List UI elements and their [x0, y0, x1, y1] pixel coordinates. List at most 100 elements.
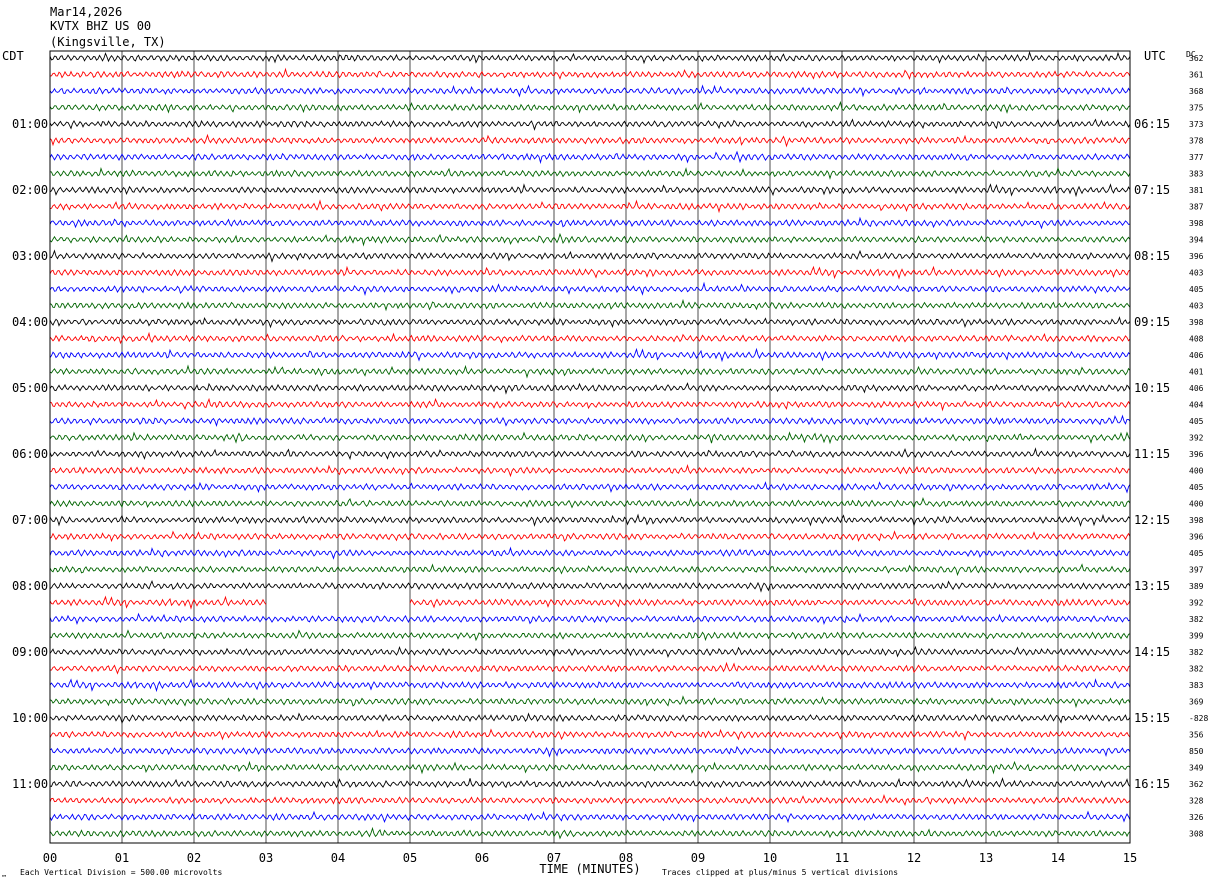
seismic-trace — [49, 513, 1131, 528]
x-tick-label: 07 — [547, 851, 561, 865]
dc-offset-label: 398 — [1189, 516, 1204, 525]
dc-offset-label: 308 — [1189, 830, 1204, 839]
left-hour-label: 02:00 — [12, 183, 48, 197]
seismic-trace — [49, 298, 1131, 312]
seismic-trace — [49, 629, 1131, 642]
seismic-trace — [49, 216, 1131, 230]
footer-mark: ™ — [2, 874, 6, 882]
dc-offset-label: 399 — [1189, 632, 1204, 641]
seismic-trace — [49, 249, 1131, 263]
x-tick-label: 02 — [187, 851, 201, 865]
left-timezone-label: CDT — [2, 49, 24, 63]
dc-offset-label: 401 — [1189, 368, 1204, 377]
dc-offset-label: 368 — [1189, 87, 1204, 96]
left-hour-label: 09:00 — [12, 645, 48, 659]
x-tick-label: 15 — [1123, 851, 1137, 865]
seismic-trace — [50, 661, 1131, 675]
seismic-trace — [49, 414, 1131, 427]
x-tick-label: 06 — [475, 851, 489, 865]
seismic-trace — [49, 497, 1131, 509]
right-hour-label: 09:15 — [1134, 315, 1170, 329]
minute-grid — [121, 51, 1059, 843]
x-tick-label: 09 — [691, 851, 705, 865]
seismic-trace — [49, 364, 1131, 379]
x-tick-label: 10 — [763, 851, 777, 865]
dc-offset-label: -828 — [1189, 714, 1208, 723]
seismic-trace — [49, 546, 1131, 560]
dc-offset-label: 361 — [1189, 71, 1204, 80]
seismic-trace — [49, 777, 1131, 789]
left-hour-label: 08:00 — [12, 579, 48, 593]
seismic-trace — [49, 100, 1131, 114]
seismic-trace — [49, 50, 1131, 65]
dc-offset-label: 349 — [1189, 764, 1204, 773]
dc-offset-label: 398 — [1189, 219, 1204, 228]
dc-offset-label: 405 — [1189, 417, 1204, 426]
seismic-trace — [49, 265, 1131, 280]
seismic-trace — [49, 595, 1131, 610]
dc-offset-label: 405 — [1189, 549, 1204, 558]
right-hour-labels: 06:15 07:15 08:15 09:15 10:15 11:15 12:15 13:15… — [1134, 117, 1170, 791]
left-hour-label: 05:00 — [12, 381, 48, 395]
dc-offset-header: DC — [1186, 50, 1196, 59]
title-location: (Kingsville, TX) — [50, 35, 166, 49]
dc-offset-label: 396 — [1189, 252, 1204, 261]
dc-offset-label: 396 — [1189, 450, 1204, 459]
seismic-trace — [49, 347, 1131, 363]
dc-offset-label: 378 — [1189, 137, 1204, 146]
seismic-trace — [49, 464, 1131, 478]
seismic-trace — [49, 678, 1131, 693]
dc-offset-label: 383 — [1189, 681, 1204, 690]
seismic-trace — [49, 431, 1131, 445]
dc-offset-label: 396 — [1189, 533, 1204, 542]
dc-offset-label: 389 — [1189, 582, 1204, 591]
title-date: Mar14,2026 — [50, 5, 122, 19]
left-hour-label: 11:00 — [12, 777, 48, 791]
dc-offset-label: 400 — [1189, 500, 1204, 509]
dc-offset-label: 394 — [1189, 236, 1204, 245]
seismic-trace — [49, 118, 1131, 131]
title-station: KVTX BHZ US 00 — [50, 19, 151, 33]
plot-frame — [49, 50, 1131, 844]
seismic-trace — [49, 84, 1131, 98]
seismic-trace — [49, 133, 1131, 148]
dc-offset-label: 328 — [1189, 797, 1204, 806]
seismic-trace — [49, 728, 1131, 742]
dc-offset-label: 405 — [1189, 285, 1204, 294]
dc-offset-label: 382 — [1189, 665, 1204, 674]
seismic-trace — [49, 563, 1131, 577]
dc-offset-labels: 362 361 368 375 373 378 377 383 381 387 398 394 396 4… — [1189, 54, 1208, 839]
right-hour-label: 06:15 — [1134, 117, 1170, 131]
seismic-trace — [49, 382, 1131, 395]
footer-scale-note: Each Vertical Division = 500.00 microvol… — [20, 868, 222, 877]
seismic-trace — [49, 397, 1131, 412]
seismic-trace — [49, 712, 1131, 724]
dc-offset-label: 326 — [1189, 813, 1204, 822]
dc-offset-label: 405 — [1189, 483, 1204, 492]
left-hour-label: 03:00 — [12, 249, 48, 263]
dc-offset-label: 404 — [1189, 401, 1204, 410]
seismic-trace — [49, 579, 1131, 593]
dc-offset-label: 398 — [1189, 318, 1204, 327]
seismic-trace — [49, 183, 1131, 198]
dc-offset-label: 369 — [1189, 698, 1204, 707]
seismic-trace — [49, 794, 1131, 807]
x-axis-label: TIME (MINUTES) — [539, 862, 640, 876]
dc-offset-label: 377 — [1189, 153, 1204, 162]
seismic-trace — [49, 67, 1131, 80]
dc-offset-label: 403 — [1189, 302, 1204, 311]
left-hour-labels: 01:00 02:00 03:00 04:00 05:00 06:00 07:00 08:00… — [12, 117, 48, 791]
seismic-trace — [49, 645, 1131, 659]
seismic-trace — [49, 150, 1131, 165]
right-hour-label: 14:15 — [1134, 645, 1170, 659]
seismic-trace — [49, 695, 1131, 709]
dc-offset-label: 362 — [1189, 780, 1204, 789]
x-tick-label: 05 — [403, 851, 417, 865]
right-timezone-label: UTC — [1144, 49, 1166, 63]
dc-offset-label: 406 — [1189, 351, 1204, 360]
left-hour-label: 06:00 — [12, 447, 48, 461]
x-tick-label: 00 — [43, 851, 57, 865]
seismic-trace — [49, 481, 1131, 494]
dc-offset-label: 387 — [1189, 203, 1204, 212]
